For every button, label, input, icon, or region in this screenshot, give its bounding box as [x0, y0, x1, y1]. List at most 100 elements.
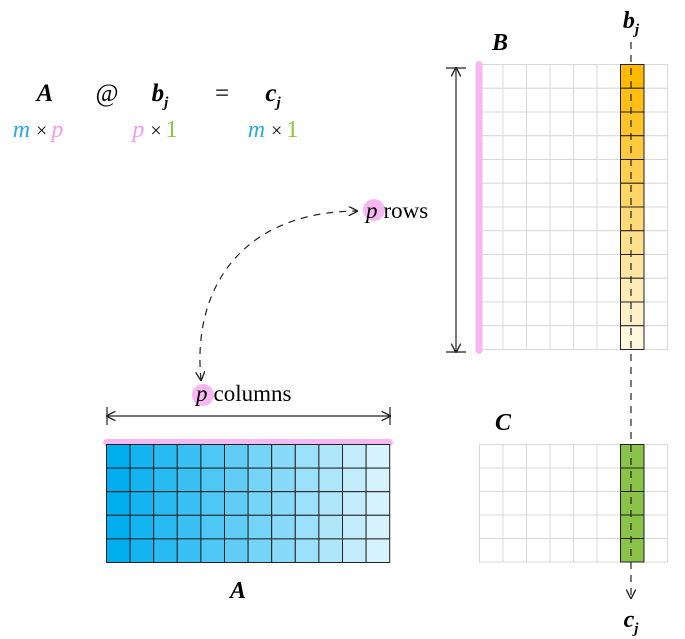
- matrix-a-cell: [318, 444, 343, 469]
- matrix-b-cell: [526, 87, 551, 113]
- matrix-a-cell: [271, 444, 296, 469]
- matrix-b-cell: [479, 206, 504, 232]
- matrix-b-cell: [526, 254, 551, 279]
- matrix-c-highlight-cell: [620, 467, 645, 492]
- matrix-b-cell: [596, 182, 621, 208]
- matrix-b-cell: [573, 182, 598, 208]
- matrix-b-cell: [526, 135, 551, 160]
- matrix-c-highlight-cell: [620, 538, 645, 563]
- matrix-b-cell: [596, 277, 621, 303]
- matrix-a-cell: [153, 491, 178, 516]
- matrix-b-cell: [573, 254, 598, 279]
- matrix-b-cell: [596, 254, 621, 279]
- matrix-b-cell: [573, 111, 598, 137]
- matrix-b-highlight-cell: [620, 325, 645, 350]
- matrix-b-highlight-cell: [620, 277, 645, 303]
- matrix-c-cell: [479, 491, 504, 516]
- matrix-b-cell: [573, 277, 598, 303]
- matrix-b-cell: [596, 325, 621, 350]
- matrix-b-cell: [643, 230, 668, 255]
- matrix-b-cell: [526, 206, 551, 232]
- matrix-b-cell: [479, 182, 504, 208]
- matrix-b-cell: [643, 111, 668, 137]
- matrix-b-grid: [479, 64, 668, 350]
- matrix-b-cell: [479, 277, 504, 303]
- matrix-a-cell: [200, 444, 225, 469]
- matrix-c-cell: [479, 514, 504, 539]
- matrix-c-grid: [479, 444, 668, 563]
- curved-dashed-arrow: [200, 211, 357, 380]
- p-rows-highlight-dot: [363, 199, 385, 221]
- matrix-a-cell: [153, 538, 178, 564]
- matrix-a-cell: [247, 538, 273, 564]
- matrix-b-cell: [526, 301, 551, 327]
- matrix-a-cell: [365, 444, 391, 469]
- matrix-a-cell: [176, 491, 202, 516]
- matrix-b-highlight-cell: [620, 135, 645, 160]
- matrix-a-cell: [200, 538, 225, 564]
- matrix-a-cell: [365, 491, 391, 516]
- matrix-c-cell: [502, 467, 527, 492]
- matrix-a-cell: [153, 467, 178, 493]
- matrix-a-cell: [342, 491, 367, 516]
- matrix-a-cell: [129, 444, 155, 469]
- eq-operator: @: [95, 80, 118, 107]
- matrix-b-cell: [549, 230, 574, 255]
- matrix-a-cell: [106, 467, 131, 493]
- matrix-c-cell: [549, 514, 574, 539]
- matrix-c-cell: [549, 538, 574, 563]
- matrix-b-cell: [643, 206, 668, 232]
- matrix-a-cell: [129, 514, 155, 540]
- matrix-a-cell: [224, 491, 249, 516]
- matrix-b-cell: [596, 301, 621, 327]
- matrix-a-cell: [176, 514, 202, 540]
- matrix-c-highlight-cell: [620, 491, 645, 516]
- matrix-c-cell: [549, 467, 574, 492]
- matrix-a-cell: [318, 538, 343, 564]
- matrix-b-cell: [596, 159, 621, 184]
- matrix-b-cell: [549, 277, 574, 303]
- matrix-b-cell: [526, 182, 551, 208]
- matrix-b-cell: [596, 64, 621, 89]
- matrix-a-cell: [224, 514, 249, 540]
- matrix-a-cell: [106, 444, 131, 469]
- matrix-a-cell: [294, 514, 320, 540]
- matrix-a-cell: [342, 467, 367, 493]
- matrix-c-cell: [502, 491, 527, 516]
- matrix-b-cell: [596, 135, 621, 160]
- matrix-b-cell: [549, 325, 574, 350]
- matrix-c-cell: [526, 444, 551, 469]
- matrix-c-cell: [643, 538, 668, 563]
- matrix-b-cell: [643, 254, 668, 279]
- label-c-column: cj: [624, 607, 640, 637]
- matrix-b-cell: [479, 301, 504, 327]
- matrix-b-cell: [549, 301, 574, 327]
- matrix-a-cell: [224, 444, 249, 469]
- label-matrix-c: C: [495, 410, 512, 436]
- matrix-b-cell: [502, 230, 527, 255]
- matrix-b-cell: [549, 135, 574, 160]
- matrix-a-cell: [247, 491, 273, 516]
- matrix-b-cell: [643, 64, 668, 89]
- matrix-a-cell: [224, 538, 249, 564]
- equation: A @ bj = cj m × p p × 1 m × 1: [13, 80, 299, 143]
- matrix-a-cell: [318, 467, 343, 493]
- matrix-c-cell: [643, 514, 668, 539]
- matrix-c-cell: [643, 467, 668, 492]
- matrix-a-cell: [294, 467, 320, 493]
- matrix-c-cell: [502, 514, 527, 539]
- label-p-rows: p rows: [364, 198, 428, 223]
- matrix-a-cell: [106, 538, 131, 564]
- matrix-a-cell: [224, 467, 249, 493]
- matrix-a-cell: [271, 514, 296, 540]
- matrix-b-row-highlight: [475, 61, 483, 354]
- matrix-b-cell: [549, 159, 574, 184]
- matrix-c-cell: [479, 467, 504, 492]
- matrix-b-cell: [596, 230, 621, 255]
- matrix-b-highlight-cell: [620, 230, 645, 255]
- matrix-b-highlight-cell: [620, 182, 645, 208]
- matrix-a-cell: [200, 467, 225, 493]
- matrix-b-cell: [526, 159, 551, 184]
- matrix-c-cell: [643, 444, 668, 469]
